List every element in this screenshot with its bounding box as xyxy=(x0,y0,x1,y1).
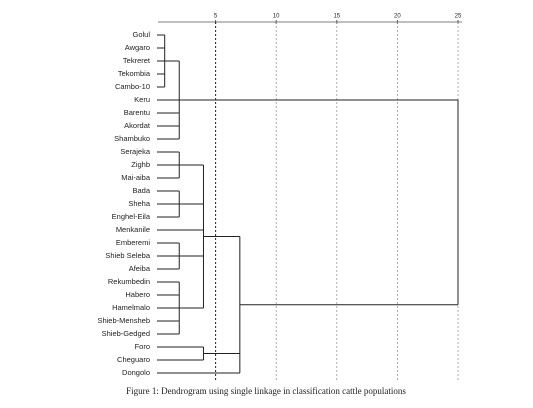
leaf-label: Zighb xyxy=(131,160,150,169)
leaf-label: Mai-aiba xyxy=(121,173,151,182)
leaf-label: Barentu xyxy=(124,108,150,117)
leaf-label: Cheguaro xyxy=(117,355,150,364)
leaf-label: Akordat xyxy=(124,121,151,130)
leaf-label: Shieb Seleba xyxy=(105,251,150,260)
leaf-label: Menkanile xyxy=(116,225,150,234)
leaf-label: Golul xyxy=(132,30,150,39)
leaf-label: Hamelmalo xyxy=(112,303,150,312)
x-tick-label: 15 xyxy=(333,14,340,20)
leaf-label: Shambuko xyxy=(114,134,150,143)
leaf-label: Rekumbedin xyxy=(108,277,150,286)
leaf-label: Emberemi xyxy=(116,238,151,247)
leaf-label: Bada xyxy=(132,186,150,195)
leaf-label: Tekombia xyxy=(118,69,151,78)
leaf-label: Cambo-10 xyxy=(115,82,150,91)
caption: Figure 1: Dendrogram using single linkag… xyxy=(126,386,406,396)
leaf-label: Keru xyxy=(134,95,150,104)
leaf-label: Sheha xyxy=(128,199,151,208)
x-tick-label: 10 xyxy=(273,14,280,20)
leaf-label: Enghel-Eila xyxy=(112,212,151,221)
x-tick-label: 20 xyxy=(394,14,401,20)
leaf-label: Afeiba xyxy=(129,264,151,273)
leaf-label: Serajeka xyxy=(120,147,150,156)
x-tick-label: 5 xyxy=(214,14,218,20)
leaf-label: Foro xyxy=(135,342,150,351)
x-tick-label: 25 xyxy=(455,14,462,20)
leaf-label: Habero xyxy=(125,290,150,299)
leaf-label: Shieb-Gedged xyxy=(102,329,150,338)
leaf-label: Awgaro xyxy=(125,43,150,52)
leaf-label: Tekreret xyxy=(123,56,151,65)
leaf-label: Shieb-Mensheb xyxy=(97,316,150,325)
leaf-label: Dongolo xyxy=(122,368,150,377)
